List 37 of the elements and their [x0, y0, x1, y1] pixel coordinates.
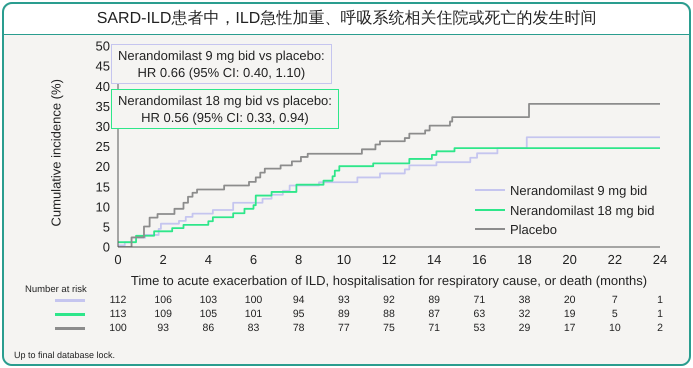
x-axis-title: Time to acute exacerbation of ILD, hospitalisation for respiratory cause, or death (months)	[130, 273, 648, 288]
y-tick-label: 10	[96, 199, 110, 214]
y-tick-label: 30	[96, 119, 110, 134]
annotation: Nerandomilast 18 mg bid vs placebo: HR 0.56 (95% CI: 0.33, 0.94)	[111, 89, 339, 129]
x-tick-label: 20	[562, 252, 577, 268]
legend-label: Placebo	[510, 222, 557, 238]
x-tick-label: 16	[472, 252, 487, 268]
y-tick-label: 35	[96, 98, 110, 114]
text: Up to final database lock.	[14, 350, 116, 360]
x-tick-label: 12	[382, 252, 396, 268]
x-tick-label: 22	[608, 252, 622, 268]
y-tick-label: 45	[96, 58, 110, 74]
x-tick-label: 6	[250, 252, 258, 268]
y-tick-label: 25	[96, 139, 110, 154]
text: 113 109 105 101 95 89 88 87 63 32 19 5 1	[110, 308, 663, 320]
x-tick-label: 0	[114, 252, 122, 268]
y-tick-label: 15	[96, 179, 110, 194]
chart-title: SARD-ILD患者中，ILD急性加重、呼吸系统相关住院或死亡的发生时间	[96, 8, 598, 29]
y-tick-label: 0	[102, 240, 110, 255]
x-tick-label: 24	[652, 252, 668, 268]
annotation: Nerandomilast 9 mg bid vs placebo: HR 0.66 (95% CI: 0.40, 1.10)	[111, 44, 332, 84]
y-tick-label: 20	[96, 159, 110, 174]
legend-label: Nerandomilast 18 mg bid	[510, 202, 655, 218]
x-tick-label: 14	[426, 252, 442, 268]
text: 112 106 103 100 94 93 92 89 71 38 20 7 1	[110, 294, 663, 306]
legend-label: Nerandomilast 9 mg bid	[510, 183, 648, 198]
text: 100 93 86 83 78 77 75 71 53 29 17 10 2	[109, 322, 663, 334]
x-tick-label: 2	[160, 252, 167, 268]
y-axis-title: Cumulative incidence (%)	[48, 79, 64, 226]
x-tick-label: 8	[295, 252, 302, 268]
x-tick-label: 10	[336, 252, 352, 268]
x-tick-label: 18	[517, 252, 532, 268]
text: Number at risk	[25, 284, 87, 295]
y-tick-label: 40	[96, 78, 110, 94]
y-tick-label: 5	[102, 220, 110, 235]
x-tick-label: 4	[204, 252, 212, 268]
y-tick-label: 50	[96, 38, 110, 54]
